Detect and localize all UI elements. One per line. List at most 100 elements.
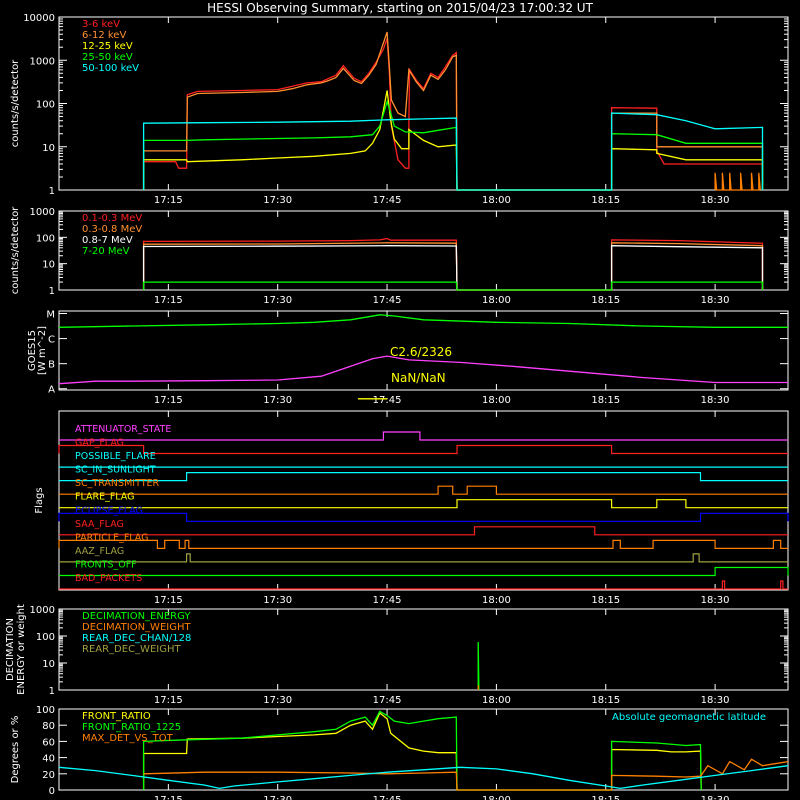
legend-entry: FRONT_RATIO bbox=[82, 711, 151, 722]
legend-entry: MAX_DET_VS_TOT bbox=[82, 733, 174, 744]
flag-label: SC_IN_SUNLIGHT bbox=[75, 465, 156, 476]
y-tick-label: 0 bbox=[49, 786, 55, 797]
y-tick-label: 10000 bbox=[23, 13, 55, 24]
chart-title: HESSI Observing Summary, starting on 201… bbox=[207, 1, 593, 15]
y-tick-label: 10 bbox=[42, 143, 55, 154]
x-tick-label: 17:15 bbox=[154, 395, 183, 406]
panel-frame bbox=[58, 210, 789, 291]
flag-label: POSSIBLE_FLARE bbox=[75, 451, 156, 462]
x-tick-label: 17:15 bbox=[154, 295, 183, 306]
series-line-FRONT_RATIO bbox=[142, 711, 702, 791]
flag-line bbox=[59, 485, 788, 495]
x-tick-label: 18:00 bbox=[482, 695, 511, 706]
x-tick-label: 18:15 bbox=[591, 595, 620, 606]
flag-label: SC_TRANSMITTER bbox=[75, 478, 160, 489]
legend-entry: 50-100 keV bbox=[82, 63, 139, 74]
series-line-FRONT_RATIO_1225 bbox=[142, 710, 702, 791]
series-line-0.8-7 MeV bbox=[142, 245, 764, 291]
y-tick-label: 1 bbox=[49, 186, 55, 197]
legend-entry: 0.1-0.3 MeV bbox=[82, 213, 142, 224]
x-tick-label: 17:15 bbox=[154, 195, 183, 206]
flag-line bbox=[59, 580, 788, 590]
y-tick-label: 100 bbox=[36, 100, 55, 111]
x-tick-label: 18:00 bbox=[482, 295, 511, 306]
series-line-trace-1 bbox=[58, 314, 788, 328]
x-tick-label: 17:30 bbox=[263, 695, 292, 706]
legend-entry: 7-20 MeV bbox=[82, 246, 130, 257]
x-tick-label: 17:45 bbox=[373, 695, 402, 706]
panel-5: 17:15 17:30 17:45 18:00 18:15 18:30 DECIMATION… bbox=[5, 604, 789, 706]
flag-line bbox=[59, 566, 789, 577]
flag-label: ATTENUATOR_STATE bbox=[75, 424, 171, 435]
y-axis-label: DECIMATION bbox=[5, 618, 16, 681]
series-line-DECIMATION_ENERGY bbox=[477, 641, 480, 691]
flag-label: BAD_PACKETS bbox=[75, 573, 142, 584]
y-axis-label: ENERGY or weight bbox=[16, 604, 27, 695]
legend-entry: REAR_DEC_WEIGHT bbox=[82, 644, 181, 655]
y-tick-label: 100 bbox=[36, 632, 55, 643]
y-tick-label: 1000 bbox=[30, 56, 55, 67]
flag-label: ECLIPSE_FLAG bbox=[75, 505, 143, 516]
series-line-12-25 keV bbox=[142, 90, 764, 191]
x-tick-label: 18:30 bbox=[701, 795, 730, 800]
x-tick-label: 18:15 bbox=[591, 295, 620, 306]
legend-entry: FRONT_RATIO_1225 bbox=[82, 722, 181, 733]
x-tick-label: 17:45 bbox=[373, 595, 402, 606]
x-tick-label: 17:15 bbox=[154, 595, 183, 606]
panel-frame bbox=[58, 310, 789, 391]
y-axis-label: Flags bbox=[34, 487, 45, 513]
y-axis-label: counts/s/detector bbox=[10, 59, 21, 147]
x-tick-label: 17:30 bbox=[263, 795, 292, 800]
x-tick-label: 17:45 bbox=[373, 295, 402, 306]
x-tick-label: 17:30 bbox=[263, 395, 292, 406]
flag-label: FLARE_FLAG bbox=[75, 492, 135, 503]
x-tick-label: 17:30 bbox=[263, 595, 292, 606]
legend-entry: 6-12 keV bbox=[82, 30, 126, 41]
y-axis-label: [W m^-2] bbox=[37, 326, 48, 375]
flag-line bbox=[58, 539, 788, 550]
flag-line bbox=[59, 431, 788, 441]
x-tick-label: 18:30 bbox=[701, 195, 730, 206]
x-tick-label: 17:15 bbox=[154, 695, 183, 706]
x-tick-label: 17:15 bbox=[154, 795, 183, 800]
panel-6: 17:15 17:30 17:45 18:00 18:15 18:30 Degrees or… bbox=[10, 705, 789, 800]
x-tick-label: 17:45 bbox=[373, 795, 402, 800]
panel-frame bbox=[58, 708, 789, 791]
x-tick-label: 18:00 bbox=[482, 195, 511, 206]
series-line-trace-4 bbox=[58, 765, 789, 790]
legend-entry: 0.3-0.8 MeV bbox=[82, 224, 142, 235]
legend-entry: 0.8-7 MeV bbox=[82, 235, 133, 246]
x-tick-label: 18:15 bbox=[591, 395, 620, 406]
flag-label: AAZ_FLAG bbox=[75, 546, 124, 557]
x-tick-label: 18:30 bbox=[701, 395, 730, 406]
legend-entry: DECIMATION_WEIGHT bbox=[82, 622, 191, 633]
y-tick-label: 10 bbox=[42, 260, 55, 271]
series-line-7-20 MeV bbox=[142, 281, 764, 291]
x-tick-label: 18:00 bbox=[482, 595, 511, 606]
y-tick-label: 100 bbox=[36, 233, 55, 244]
geomagnetic-latitude-label: Absolute geomagnetic latitude bbox=[612, 712, 766, 723]
flag-label: SAA_FLAG bbox=[75, 519, 124, 530]
x-tick-label: 18:30 bbox=[701, 295, 730, 306]
y-tick-label: 20 bbox=[42, 770, 55, 781]
series-line-3-6 keV bbox=[142, 38, 764, 191]
flag-line bbox=[58, 512, 789, 522]
panel-2: 17:15 17:30 17:45 18:00 18:15 18:30 counts/s/d… bbox=[10, 206, 789, 306]
flag-line bbox=[59, 499, 788, 509]
panel-3: 17:15 17:30 17:45 18:00 18:15 18:30 GOES15 [W m… bbox=[27, 310, 789, 406]
legend-entry: 12-25 keV bbox=[82, 41, 133, 52]
legend-entry: REAR_DEC_CHAN/128 bbox=[82, 633, 191, 644]
y-tick-label: A bbox=[48, 385, 55, 396]
y-tick-label: 100 bbox=[36, 705, 55, 716]
x-tick-label: 17:45 bbox=[373, 195, 402, 206]
y-tick-label: B bbox=[48, 360, 55, 371]
legend-entry: 3-6 keV bbox=[82, 19, 120, 30]
nan-annotation: NaN/NaN bbox=[391, 371, 446, 385]
y-axis-label: counts/s/detector bbox=[10, 206, 21, 294]
x-tick-label: 18:15 bbox=[591, 195, 620, 206]
panel-frame bbox=[58, 608, 789, 691]
y-tick-label: C bbox=[48, 335, 55, 346]
series-line-trace-2 bbox=[58, 355, 788, 385]
y-tick-label: M bbox=[46, 310, 55, 321]
